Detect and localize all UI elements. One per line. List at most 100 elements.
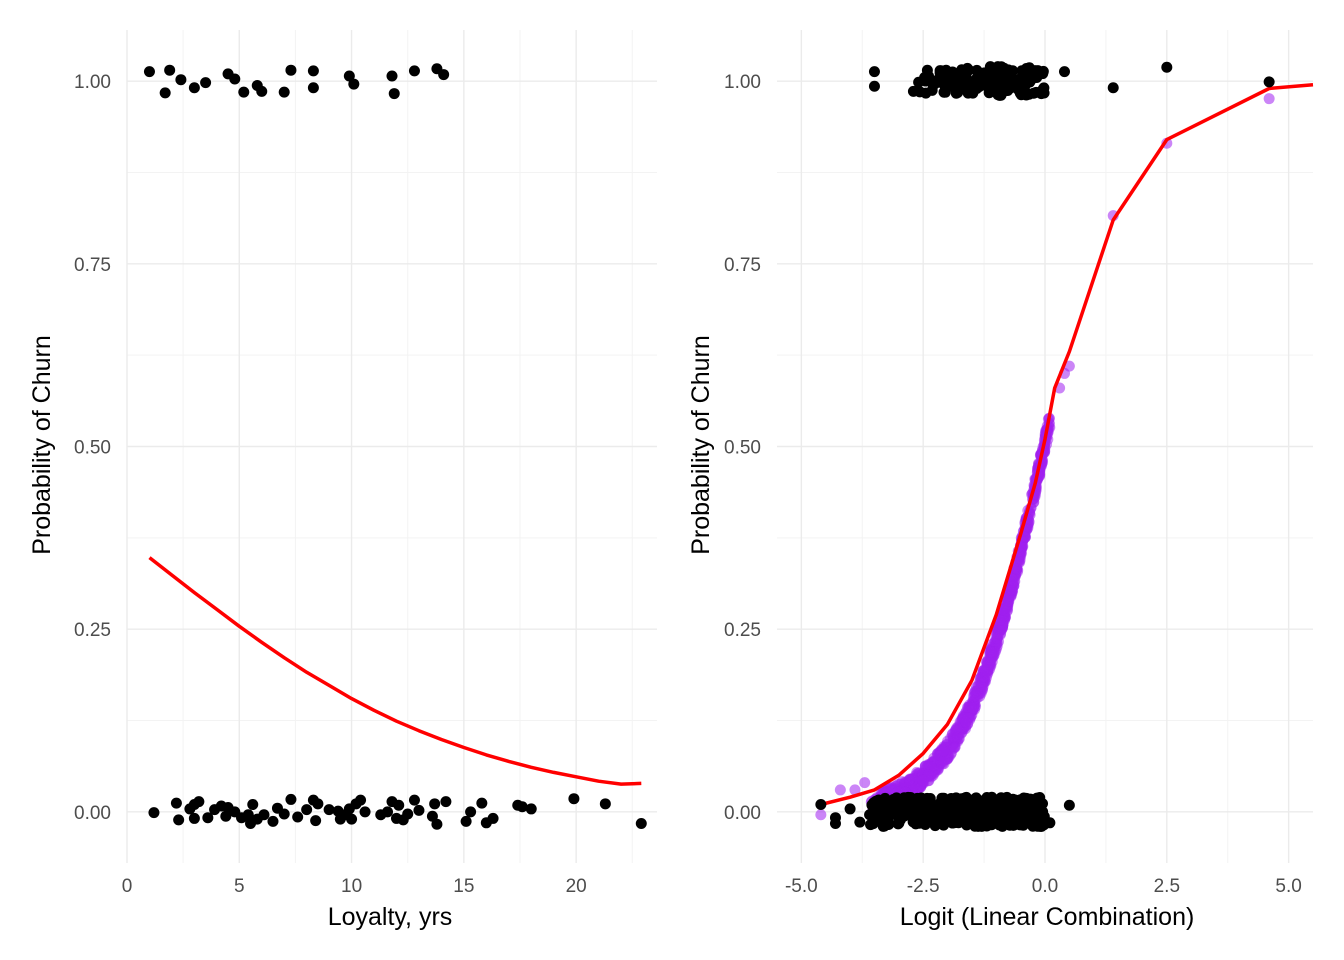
logit-panel-fitted-curve [820,83,1314,807]
loyalty-panel-x-tick-label: 20 [566,876,587,897]
loyalty-panel-observed-point [188,82,200,94]
loyalty-panel-observed-point [278,86,290,98]
logit-panel-observed-point [937,806,949,818]
loyalty-panel-observed-point [143,66,155,78]
loyalty-panel-observed-point [429,798,441,810]
loyalty-panel-observed-point [175,74,187,86]
logit-panel-x-tick-labels: -5.0 -2.5 0.0 2.5 5.0 [785,876,1302,897]
loyalty-panel-observed-point [525,803,537,815]
logit-panel-fitted-point [994,614,1006,626]
logit-panel-fitted-point [969,686,981,698]
logit-panel-y-tick-label: 0.25 [724,620,761,641]
loyalty-panel-observed-point [359,806,371,818]
loyalty-panel-observed-point [386,70,398,82]
logit-panel-observed-point [844,803,856,815]
logit-panel-observed-point [884,801,896,813]
loyalty-panel-observed-point [440,796,452,808]
logit-panel-observed-point [854,816,866,828]
loyalty-panel-observed-point [285,793,297,805]
logit-panel-observed-point [879,819,891,831]
logit-panel-observed-point [868,796,880,808]
logit-panel-y-tick-label: 1.00 [724,72,761,93]
loyalty-panel-observed-point [220,810,232,822]
logit-panel-observed-point [1009,795,1021,807]
logit-panel-observed-point [936,71,948,83]
logit-panel-observed-point [962,78,974,90]
logit-panel-fitted-point [1007,585,1019,597]
loyalty-panel-observed-point [173,814,185,826]
logit-panel-fitted-point [815,809,827,821]
logit-panel-observed-point [868,80,880,92]
logit-panel-observed-point [907,816,919,828]
logit-panel-observed-point [942,798,954,810]
logit-panel-observed-point [1015,810,1027,822]
loyalty-panel-observed-point [408,65,420,77]
loyalty-panel-y-axis-title: Probability of Churn [28,335,56,555]
loyalty-panel-observed-point [388,88,400,100]
logit-panel-fitted-point [980,666,992,678]
loyalty-panel-curve [148,556,642,786]
logit-panel-observed-point [815,799,827,811]
logit-panel-observed-point [961,62,973,74]
logit-panel-observed-point [1002,84,1014,96]
logit-panel-observed-point [1107,82,1119,94]
logit-panel-observed-point [1027,820,1039,832]
loyalty-panel-observed-point [247,799,259,811]
logit-panel-observed-points [815,61,1275,832]
loyalty-panel-observed-point [238,86,250,98]
logit-panel-fitted-point [1263,93,1275,105]
logit-panel-y-tick-labels: 0.00 0.25 0.50 0.75 1.00 [724,72,761,824]
loyalty-panel: 0 5 10 15 20 0.00 0.25 0.50 0.75 1.00 Loyalty, y… [28,30,657,931]
logit-panel-y-tick-label: 0.50 [724,438,761,459]
loyalty-panel-observed-point [285,64,297,76]
loyalty-panel-observed-point [402,808,414,820]
logit-panel-observed-point [996,820,1008,832]
loyalty-panel-observed-point [256,85,268,97]
loyalty-panel-observed-point [516,801,528,813]
logit-panel-fitted-point [994,629,1006,641]
loyalty-panel-grid [126,30,657,863]
logit-panel-observed-point [950,87,962,99]
loyalty-panel-observed-point [258,809,270,821]
loyalty-panel-x-axis-title: Loyalty, yrs [328,903,453,931]
logit-panel-observed-point [1026,73,1038,85]
logit-panel-observed-point [981,791,993,803]
logit-panel-observed-point [986,819,998,831]
loyalty-panel-observed-point [343,70,355,82]
logit-panel-fitted-point [1008,576,1020,588]
loyalty-panel-observed-point [200,77,212,89]
logit-panel-observed-point [1044,817,1056,829]
logit-panel-observed-point [1020,62,1032,74]
loyalty-panel-x-tick-label: 0 [122,876,133,897]
loyalty-panel-observed-point [476,797,488,809]
logit-panel-fitted-point [859,777,871,789]
logit-panel-observed-point [939,86,951,98]
loyalty-panel-x-tick-label: 5 [234,876,245,897]
loyalty-panel-x-tick-label: 15 [453,876,474,897]
logit-panel-fitted-point [960,716,972,728]
logit-panel-observed-point [892,818,904,830]
loyalty-panel-observed-points [143,63,647,830]
logit-panel-observed-point [1037,67,1049,79]
logit-panel-curve [820,83,1314,807]
logit-panel-observed-point [1020,89,1032,101]
loyalty-panel-observed-point [460,815,472,827]
loyalty-panel-observed-point [193,796,205,808]
loyalty-panel-observed-point [202,812,214,824]
logit-panel-y-tick-label: 0.00 [724,803,761,824]
loyalty-panel-observed-point [278,808,290,820]
logit-panel-fitted-point [951,731,963,743]
logit-panel-observed-point [1058,66,1070,78]
loyalty-panel-observed-point [393,799,405,811]
logit-panel-observed-point [919,818,931,830]
loyalty-panel-observed-point [312,798,324,810]
logit-panel-x-tick-label: 5.0 [1275,876,1301,897]
loyalty-panel-observed-point [307,65,319,77]
loyalty-panel-y-tick-label: 0.50 [74,438,111,459]
logit-panel-observed-point [961,819,973,831]
logit-panel-observed-point [992,61,1004,73]
loyalty-panel-observed-point [229,73,241,85]
logit-panel-observed-point [994,89,1006,101]
